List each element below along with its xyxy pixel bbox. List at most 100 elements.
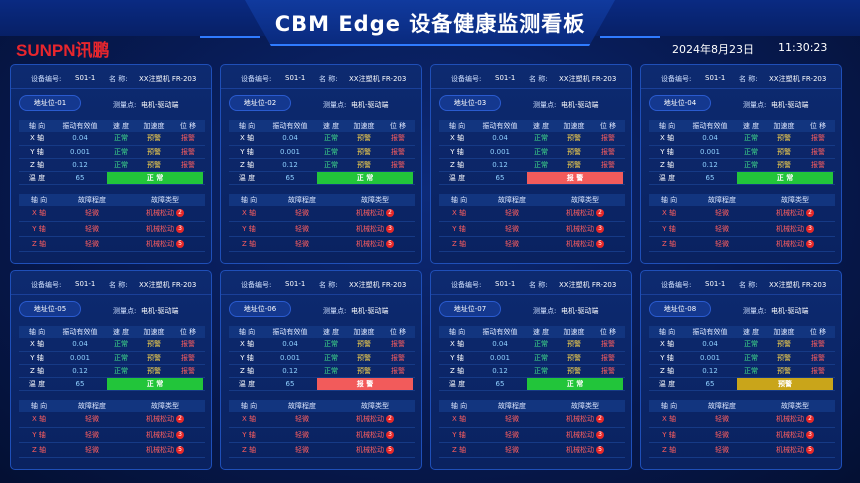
- address-pill[interactable]: 地址位-01: [19, 95, 81, 111]
- col-axis-header: 轴 向: [229, 120, 265, 132]
- device-name-value: XX注塑机 FR-203: [559, 281, 617, 289]
- fault-degree-cell: 轻微: [59, 236, 125, 252]
- col-degree-header: 故障程度: [59, 400, 125, 412]
- panel-header: 设备编号: S01-1 名 称: XX注塑机 FR-203: [11, 65, 211, 89]
- acc-status-cell: 预警: [557, 364, 591, 378]
- temperature-row: 温 度 65 正 常: [19, 377, 205, 391]
- fault-type-text: 机械松动: [776, 430, 804, 439]
- fault-type-cell: 机械松动 5: [545, 236, 625, 252]
- address-pill[interactable]: 地址位-06: [229, 301, 291, 317]
- speed-status-cell: 正常: [105, 338, 137, 352]
- vibration-row: X 轴 0.04 正常 预警 报警: [229, 132, 415, 146]
- fault-degree-cell: 轻微: [59, 206, 125, 222]
- device-panel-4[interactable]: 设备编号: S01-1 名 称: XX注塑机 FR-203 地址位-04 测量点…: [640, 64, 842, 264]
- col-acc-header: 加速度: [767, 120, 801, 132]
- brand-logo: SUNPN讯鹏: [16, 41, 110, 60]
- fault-degree-cell: 轻微: [479, 236, 545, 252]
- col-fault-type-header: 故障类型: [335, 400, 415, 412]
- fault-type-text: 机械松动: [566, 239, 594, 248]
- fault-type-cell: 机械松动 2: [545, 412, 625, 428]
- device-panel-3[interactable]: 设备编号: S01-1 名 称: XX注塑机 FR-203 地址位-03 测量点…: [430, 64, 632, 264]
- device-no-label: 设备编号:: [241, 281, 272, 289]
- device-no-value: S01-1: [705, 280, 726, 288]
- device-name-label: 名 称:: [319, 75, 338, 83]
- col-vib-header: 振动有效值: [685, 326, 735, 338]
- col-speed-header: 速 度: [735, 120, 767, 132]
- device-panel-7[interactable]: 设备编号: S01-1 名 称: XX注塑机 FR-203 地址位-07 测量点…: [430, 270, 632, 470]
- device-panel-1[interactable]: 设备编号: S01-1 名 称: XX注塑机 FR-203 地址位-01 测量点…: [10, 64, 212, 264]
- axis-cell: Z 轴: [19, 364, 55, 378]
- vib-value-cell: 0.12: [685, 364, 735, 378]
- axis-cell: X 轴: [649, 132, 685, 146]
- vib-value-cell: 0.001: [55, 145, 105, 159]
- fault-axis-cell: Y 轴: [439, 427, 479, 443]
- speed-status-cell: 正常: [315, 145, 347, 159]
- address-pill[interactable]: 地址位-02: [229, 95, 291, 111]
- speed-status-cell: 正常: [525, 351, 557, 365]
- speed-status-cell: 正常: [315, 132, 347, 146]
- col-speed-header: 速 度: [105, 326, 137, 338]
- axis-cell: X 轴: [649, 338, 685, 352]
- fault-type-cell: 机械松动 2: [125, 206, 205, 222]
- col-axis2-header: 轴 向: [649, 400, 689, 412]
- address-pill[interactable]: 地址位-04: [649, 95, 711, 111]
- vib-value-cell: 0.001: [475, 351, 525, 365]
- vibration-row: X 轴 0.04 正常 预警 报警: [439, 132, 625, 146]
- fault-count-badge: 3: [806, 430, 814, 439]
- axis-cell: Y 轴: [19, 145, 55, 159]
- col-disp-header: 位 移: [381, 326, 415, 338]
- vib-value-cell: 0.04: [265, 132, 315, 146]
- title-edge-right: [600, 36, 660, 38]
- fault-row: Y 轴 轻微 机械松动 3: [439, 427, 625, 443]
- vibration-row: Y 轴 0.001 正常 预警 报警: [229, 145, 415, 159]
- fault-count-badge: 5: [176, 445, 184, 454]
- axis-cell: Z 轴: [649, 158, 685, 172]
- fault-table: 轴 向 故障程度 故障类型 X 轴 轻微 机械松动 2 Y 轴 轻微 机械松动 3 …: [19, 194, 205, 252]
- acc-status-cell: 预警: [347, 338, 381, 352]
- device-panel-6[interactable]: 设备编号: S01-1 名 称: XX注塑机 FR-203 地址位-06 测量点…: [220, 270, 422, 470]
- fault-degree-cell: 轻微: [689, 236, 755, 252]
- disp-status-cell: 报警: [801, 338, 835, 352]
- fault-table: 轴 向 故障程度 故障类型 X 轴 轻微 机械松动 2 Y 轴 轻微 机械松动 3 …: [229, 194, 415, 252]
- vibration-row: X 轴 0.04 正常 预警 报警: [439, 338, 625, 352]
- fault-row: Z 轴 轻微 机械松动 5: [19, 442, 205, 458]
- vibration-row: Z 轴 0.12 正常 预警 报警: [19, 158, 205, 172]
- status-cell: 报 警: [315, 377, 415, 391]
- temp-label: 温 度: [649, 377, 685, 391]
- speed-status-cell: 正常: [525, 338, 557, 352]
- acc-status-cell: 预警: [557, 132, 591, 146]
- fault-type-cell: 机械松动 5: [125, 236, 205, 252]
- address-pill[interactable]: 地址位-07: [439, 301, 501, 317]
- col-vib-header: 振动有效值: [55, 120, 105, 132]
- device-panel-2[interactable]: 设备编号: S01-1 名 称: XX注塑机 FR-203 地址位-02 测量点…: [220, 64, 422, 264]
- vibration-row: Z 轴 0.12 正常 预警 报警: [229, 364, 415, 378]
- disp-status-cell: 报警: [381, 338, 415, 352]
- fault-type-cell: 机械松动 3: [755, 221, 835, 237]
- fault-type-text: 机械松动: [146, 445, 174, 454]
- col-vib-header: 振动有效值: [685, 120, 735, 132]
- device-panel-8[interactable]: 设备编号: S01-1 名 称: XX注塑机 FR-203 地址位-08 测量点…: [640, 270, 842, 470]
- temperature-row: 温 度 65 正 常: [439, 377, 625, 391]
- fault-table: 轴 向 故障程度 故障类型 X 轴 轻微 机械松动 2 Y 轴 轻微 机械松动 3 …: [649, 194, 835, 252]
- fault-count-badge: 2: [386, 209, 394, 218]
- address-pill[interactable]: 地址位-05: [19, 301, 81, 317]
- status-badge: 正 常: [737, 171, 833, 184]
- fault-axis-cell: Y 轴: [229, 221, 269, 237]
- fault-type-cell: 机械松动 2: [335, 206, 415, 222]
- speed-status-cell: 正常: [315, 338, 347, 352]
- acc-status-cell: 预警: [137, 132, 171, 146]
- device-panel-5[interactable]: 设备编号: S01-1 名 称: XX注塑机 FR-203 地址位-05 测量点…: [10, 270, 212, 470]
- acc-status-cell: 预警: [347, 158, 381, 172]
- axis-cell: X 轴: [229, 338, 265, 352]
- fault-degree-cell: 轻微: [479, 412, 545, 428]
- device-name-value: XX注塑机 FR-203: [559, 75, 617, 83]
- fault-count-badge: 2: [806, 209, 814, 218]
- col-acc-header: 加速度: [557, 120, 591, 132]
- col-fault-type-header: 故障类型: [545, 400, 625, 412]
- fault-axis-cell: X 轴: [19, 412, 59, 428]
- speed-status-cell: 正常: [105, 351, 137, 365]
- fault-degree-cell: 轻微: [269, 221, 335, 237]
- address-pill[interactable]: 地址位-08: [649, 301, 711, 317]
- address-pill[interactable]: 地址位-03: [439, 95, 501, 111]
- fault-row: Z 轴 轻微 机械松动 5: [439, 236, 625, 252]
